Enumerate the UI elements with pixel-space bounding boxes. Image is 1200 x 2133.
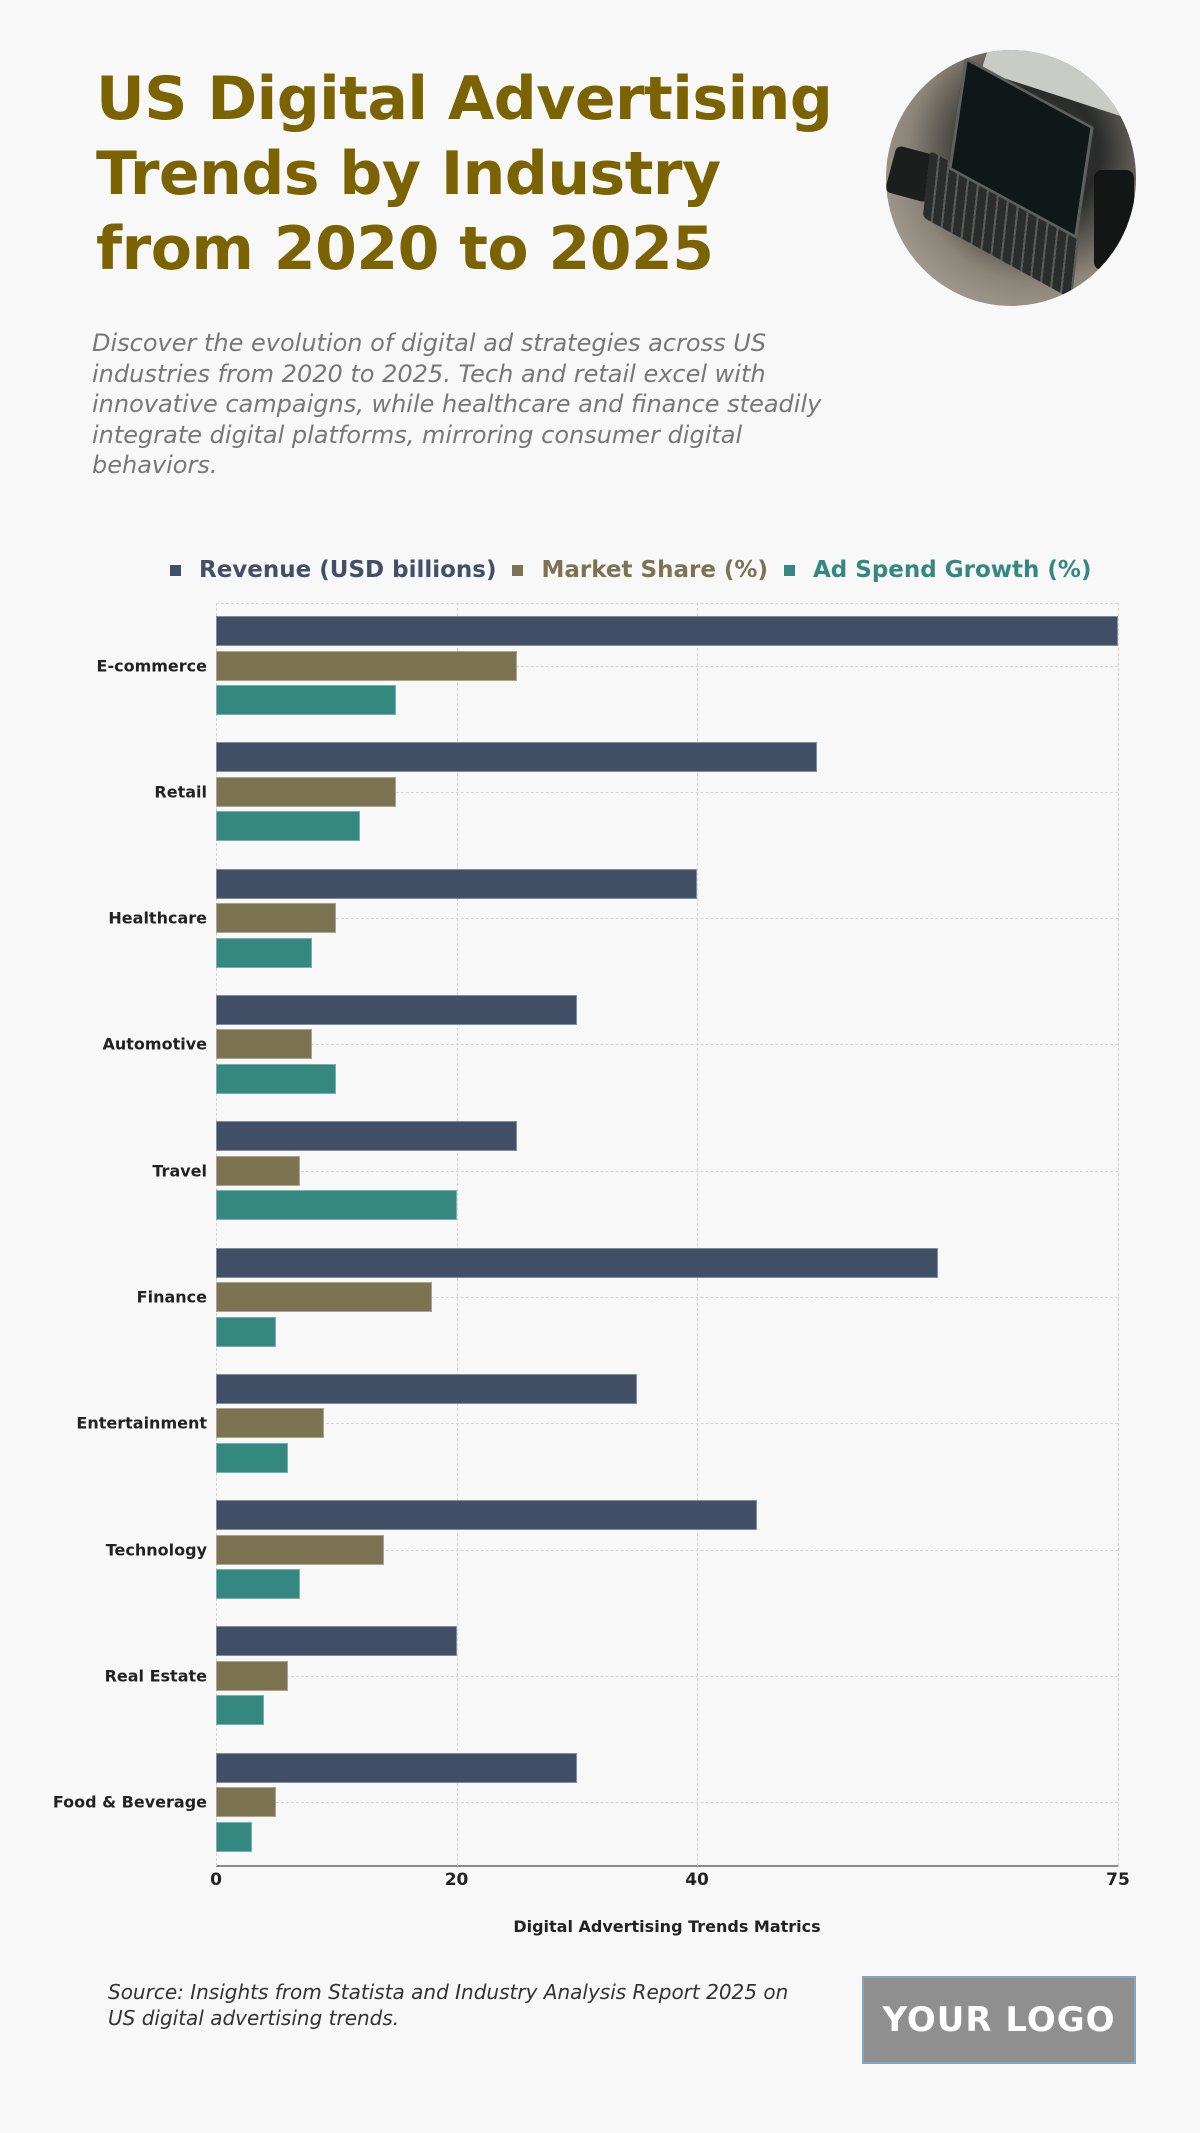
- legend-label-market-share: Market Share (%): [541, 557, 768, 583]
- bar-travel-0: [216, 1121, 517, 1152]
- bar-technology-1: [216, 1534, 385, 1565]
- chart-plot-area: [216, 603, 1119, 1867]
- gridline-category: [216, 1675, 1118, 1677]
- category-label: Entertainment: [76, 1413, 207, 1433]
- x-axis-title: Digital Advertising Trends Matrics: [513, 1917, 821, 1936]
- gridline-category: [216, 665, 1118, 667]
- x-axis-line: [216, 1865, 1118, 1867]
- bar-retail-1: [216, 776, 397, 807]
- legend-swatch-market-share-icon: [512, 564, 524, 576]
- legend-item-revenue: Revenue (USD billions): [170, 557, 496, 583]
- bar-real-estate-2: [216, 1695, 265, 1726]
- gridline-x-20: [456, 603, 458, 1866]
- gridline-category: [216, 1802, 1118, 1804]
- page-title: US Digital Advertising Trends by Industr…: [96, 64, 833, 284]
- bar-automotive-2: [216, 1063, 337, 1094]
- bar-automotive-1: [216, 1029, 313, 1060]
- x-tick-label: 20: [444, 1870, 469, 1890]
- bar-food-beverage-2: [216, 1821, 253, 1852]
- bar-entertainment-1: [216, 1408, 325, 1439]
- gridline-category: [216, 1549, 1118, 1551]
- bar-e-commerce-2: [216, 685, 397, 715]
- category-label: Technology: [105, 1540, 207, 1560]
- legend-item-market-share: Market Share (%): [512, 557, 768, 583]
- gridline-x-0: [216, 603, 217, 1866]
- bar-finance-1: [216, 1282, 433, 1312]
- gridline-x-75: [1118, 603, 1119, 1866]
- bar-real-estate-0: [216, 1626, 457, 1657]
- gridline-x-40: [697, 603, 699, 1866]
- gridline-category: [216, 1170, 1118, 1172]
- category-label: Real Estate: [104, 1666, 207, 1686]
- source-note: Source: Insights from Statista and Indus…: [108, 1980, 789, 2030]
- x-tick-label: 40: [685, 1870, 709, 1890]
- category-label: Retail: [154, 782, 207, 802]
- bar-finance-0: [216, 1247, 938, 1278]
- bar-travel-1: [216, 1155, 301, 1186]
- bar-food-beverage-0: [216, 1752, 577, 1783]
- legend-swatch-revenue-icon: [170, 564, 181, 576]
- bar-e-commerce-1: [216, 650, 517, 681]
- legend-swatch-ad-spend-growth-icon: [784, 564, 795, 576]
- gridline-category: [216, 1423, 1118, 1425]
- bar-technology-0: [216, 1500, 758, 1531]
- gridline-category: [216, 918, 1118, 920]
- category-label: E-commerce: [96, 656, 207, 675]
- category-label: Finance: [136, 1287, 207, 1307]
- legend-label-revenue: Revenue (USD billions): [199, 557, 497, 583]
- category-label: Food & Beverage: [52, 1792, 207, 1812]
- category-label: Automotive: [102, 1034, 208, 1054]
- chart-legend: Revenue (USD billions) Market Share (%) …: [170, 553, 1107, 587]
- logo-placeholder: YOUR LOGO: [862, 1976, 1136, 2064]
- x-tick-label: 75: [1106, 1870, 1130, 1890]
- x-tick-label: 0: [210, 1870, 222, 1890]
- laptop-photo: [886, 50, 1136, 306]
- bar-retail-2: [216, 811, 361, 842]
- gridline-category: [216, 1044, 1118, 1046]
- category-label: Travel: [152, 1161, 207, 1181]
- bar-entertainment-2: [216, 1442, 289, 1473]
- legend-item-ad-spend-growth: Ad Spend Growth (%): [784, 557, 1091, 583]
- legend-label-ad-spend-growth: Ad Spend Growth (%): [813, 557, 1092, 583]
- bar-travel-2: [216, 1190, 457, 1221]
- bar-healthcare-1: [216, 903, 337, 934]
- bar-food-beverage-1: [216, 1787, 277, 1818]
- bar-healthcare-2: [216, 937, 313, 968]
- bar-finance-2: [216, 1316, 277, 1347]
- page-subtitle: Discover the evolution of digital ad str…: [92, 329, 822, 479]
- gridline-category: [216, 791, 1118, 793]
- bar-technology-2: [216, 1569, 301, 1600]
- gridline-category: [216, 1297, 1118, 1298]
- bar-retail-0: [216, 742, 818, 773]
- bar-automotive-0: [216, 994, 577, 1025]
- mug-shape: [1094, 170, 1134, 270]
- bar-entertainment-0: [216, 1373, 637, 1404]
- category-label: Healthcare: [108, 908, 207, 928]
- bar-real-estate-1: [216, 1660, 289, 1691]
- bar-e-commerce-0: [216, 616, 1118, 646]
- gridline-top: [216, 603, 1118, 604]
- bar-healthcare-0: [216, 868, 698, 899]
